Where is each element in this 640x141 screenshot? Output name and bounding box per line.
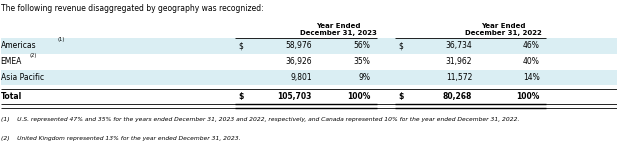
Text: 9%: 9%: [358, 73, 371, 82]
Text: (1)    U.S. represented 47% and 35% for the years ended December 31, 2023 and 20: (1) U.S. represented 47% and 35% for the…: [1, 117, 519, 122]
Text: 105,703: 105,703: [278, 92, 312, 101]
Text: 80,268: 80,268: [443, 92, 472, 101]
Bar: [1, 38, 617, 54]
Text: 46%: 46%: [523, 41, 540, 50]
Text: 9,801: 9,801: [291, 73, 312, 82]
Bar: [1, 70, 617, 85]
Text: $: $: [238, 41, 243, 50]
Text: 58,976: 58,976: [285, 41, 312, 50]
Text: The following revenue disaggregated by geography was recognized:: The following revenue disaggregated by g…: [1, 4, 263, 13]
Text: (1): (1): [58, 37, 65, 42]
Text: 36,734: 36,734: [445, 41, 472, 50]
Text: 11,572: 11,572: [445, 73, 472, 82]
Text: 35%: 35%: [353, 57, 371, 66]
Text: Total: Total: [1, 92, 22, 101]
Text: $: $: [398, 41, 403, 50]
Text: $: $: [238, 92, 243, 101]
Text: 40%: 40%: [523, 57, 540, 66]
Text: 36,926: 36,926: [285, 57, 312, 66]
Text: 100%: 100%: [516, 92, 540, 101]
Text: (2)    United Kingdom represented 13% for the year ended December 31, 2023.: (2) United Kingdom represented 13% for t…: [1, 136, 240, 141]
Text: (2): (2): [29, 53, 36, 58]
Text: 100%: 100%: [347, 92, 371, 101]
Text: 14%: 14%: [523, 73, 540, 82]
Text: Americas: Americas: [1, 41, 36, 50]
Text: Asia Pacific: Asia Pacific: [1, 73, 44, 82]
Text: Year Ended
December 31, 2023: Year Ended December 31, 2023: [300, 23, 376, 36]
Text: 31,962: 31,962: [445, 57, 472, 66]
Text: EMEA: EMEA: [1, 57, 22, 66]
Text: $: $: [398, 92, 404, 101]
Text: 56%: 56%: [353, 41, 371, 50]
Text: Year Ended
December 31, 2022: Year Ended December 31, 2022: [465, 23, 541, 36]
